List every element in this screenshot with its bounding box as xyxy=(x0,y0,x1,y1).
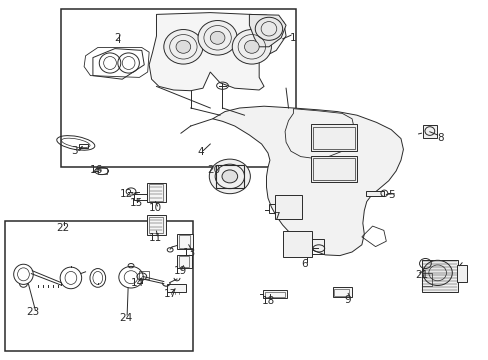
Bar xyxy=(282,231,311,257)
Bar xyxy=(146,215,166,235)
Bar xyxy=(179,256,188,267)
Text: 2: 2 xyxy=(114,33,121,43)
Text: 7: 7 xyxy=(272,212,279,222)
Ellipse shape xyxy=(222,170,237,183)
Text: 5: 5 xyxy=(387,190,394,200)
Ellipse shape xyxy=(163,30,203,64)
Text: 6: 6 xyxy=(300,258,307,269)
Polygon shape xyxy=(249,14,285,47)
Polygon shape xyxy=(149,13,285,91)
Bar xyxy=(216,165,244,188)
Bar xyxy=(268,204,275,213)
Text: 4: 4 xyxy=(197,147,203,157)
Bar xyxy=(5,221,193,351)
Ellipse shape xyxy=(209,159,250,194)
Text: 17: 17 xyxy=(163,289,177,300)
Text: 23: 23 xyxy=(26,307,40,318)
Text: 11: 11 xyxy=(148,233,162,243)
Bar xyxy=(274,195,301,219)
Bar xyxy=(264,292,284,297)
Ellipse shape xyxy=(210,31,224,44)
Bar xyxy=(421,260,457,292)
Bar xyxy=(332,287,351,297)
Ellipse shape xyxy=(232,30,271,64)
Bar xyxy=(365,191,384,196)
Text: 13: 13 xyxy=(183,248,196,258)
Ellipse shape xyxy=(422,260,451,285)
Text: 8: 8 xyxy=(436,132,443,143)
Polygon shape xyxy=(212,106,403,256)
Ellipse shape xyxy=(176,40,190,53)
Bar xyxy=(334,289,348,296)
Bar xyxy=(167,284,185,292)
Bar xyxy=(61,9,295,167)
Bar xyxy=(134,194,146,200)
Bar xyxy=(149,184,163,201)
Text: 19: 19 xyxy=(173,266,186,276)
Text: 15: 15 xyxy=(129,198,142,208)
Bar xyxy=(146,183,166,202)
Bar xyxy=(177,255,191,268)
Text: 20: 20 xyxy=(207,165,220,175)
Bar xyxy=(421,273,431,286)
Bar xyxy=(79,144,88,148)
Bar xyxy=(310,156,356,182)
Text: 24: 24 xyxy=(119,312,133,323)
Text: 21: 21 xyxy=(414,270,427,280)
Bar xyxy=(98,168,106,174)
Bar xyxy=(311,239,324,254)
Bar xyxy=(422,125,436,138)
Text: 14: 14 xyxy=(131,278,144,288)
Bar xyxy=(456,265,466,282)
Bar xyxy=(312,127,354,149)
Text: 3: 3 xyxy=(71,146,78,156)
Text: 22: 22 xyxy=(56,222,69,233)
Bar xyxy=(179,235,189,248)
Ellipse shape xyxy=(198,21,237,55)
Text: 9: 9 xyxy=(343,294,350,305)
Ellipse shape xyxy=(244,40,259,53)
Bar xyxy=(312,158,354,180)
Text: 16: 16 xyxy=(90,165,103,175)
Bar xyxy=(149,217,163,233)
Bar xyxy=(263,290,286,298)
Text: 1: 1 xyxy=(289,33,296,43)
Text: 18: 18 xyxy=(261,296,274,306)
Bar xyxy=(177,234,192,249)
Bar xyxy=(139,271,148,279)
Bar xyxy=(310,124,356,151)
Text: 10: 10 xyxy=(149,203,162,213)
Text: 12: 12 xyxy=(119,189,133,199)
